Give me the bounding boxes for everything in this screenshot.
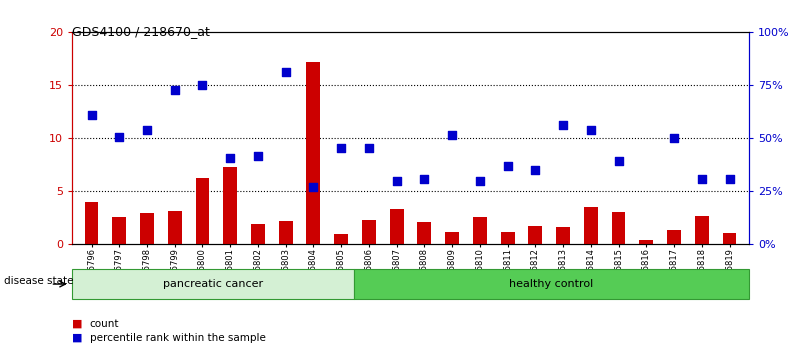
- Text: ■: ■: [72, 319, 83, 329]
- Point: [723, 177, 736, 182]
- Bar: [473, 217, 487, 244]
- Text: pancreatic cancer: pancreatic cancer: [163, 279, 264, 289]
- Point: [141, 127, 154, 132]
- Point: [280, 69, 292, 75]
- Point: [473, 178, 486, 183]
- Bar: [667, 230, 681, 244]
- Text: percentile rank within the sample: percentile rank within the sample: [90, 333, 266, 343]
- Text: GDS4100 / 218670_at: GDS4100 / 218670_at: [72, 25, 210, 38]
- Point: [667, 135, 680, 141]
- Bar: [334, 234, 348, 244]
- Bar: [85, 202, 99, 244]
- Point: [390, 178, 403, 183]
- Point: [196, 82, 209, 88]
- Bar: [529, 226, 542, 244]
- Bar: [362, 220, 376, 244]
- Bar: [223, 167, 237, 244]
- Point: [223, 155, 236, 161]
- Text: disease state: disease state: [4, 275, 74, 286]
- Bar: [417, 222, 431, 244]
- Bar: [501, 232, 514, 244]
- Bar: [140, 213, 154, 244]
- Bar: [167, 211, 182, 244]
- Bar: [195, 178, 209, 244]
- Point: [695, 177, 708, 182]
- Text: ■: ■: [72, 333, 83, 343]
- Text: count: count: [90, 319, 119, 329]
- Bar: [251, 224, 265, 244]
- Point: [445, 132, 458, 138]
- Bar: [612, 212, 626, 244]
- Bar: [639, 240, 654, 244]
- Bar: [307, 62, 320, 244]
- Point: [529, 167, 541, 173]
- Point: [168, 87, 181, 93]
- Bar: [445, 232, 459, 244]
- Bar: [112, 217, 127, 244]
- Point: [113, 134, 126, 140]
- Bar: [279, 221, 292, 244]
- Point: [335, 145, 348, 150]
- Point: [501, 163, 514, 169]
- Point: [612, 159, 625, 164]
- Bar: [723, 233, 736, 244]
- Point: [557, 122, 570, 128]
- Point: [307, 184, 320, 190]
- Bar: [390, 209, 404, 244]
- Point: [85, 112, 98, 118]
- Bar: [556, 227, 570, 244]
- Point: [363, 145, 376, 150]
- Point: [252, 153, 264, 159]
- Text: healthy control: healthy control: [509, 279, 594, 289]
- Point: [418, 177, 431, 182]
- Point: [585, 127, 598, 132]
- Bar: [584, 207, 598, 244]
- Bar: [694, 216, 709, 244]
